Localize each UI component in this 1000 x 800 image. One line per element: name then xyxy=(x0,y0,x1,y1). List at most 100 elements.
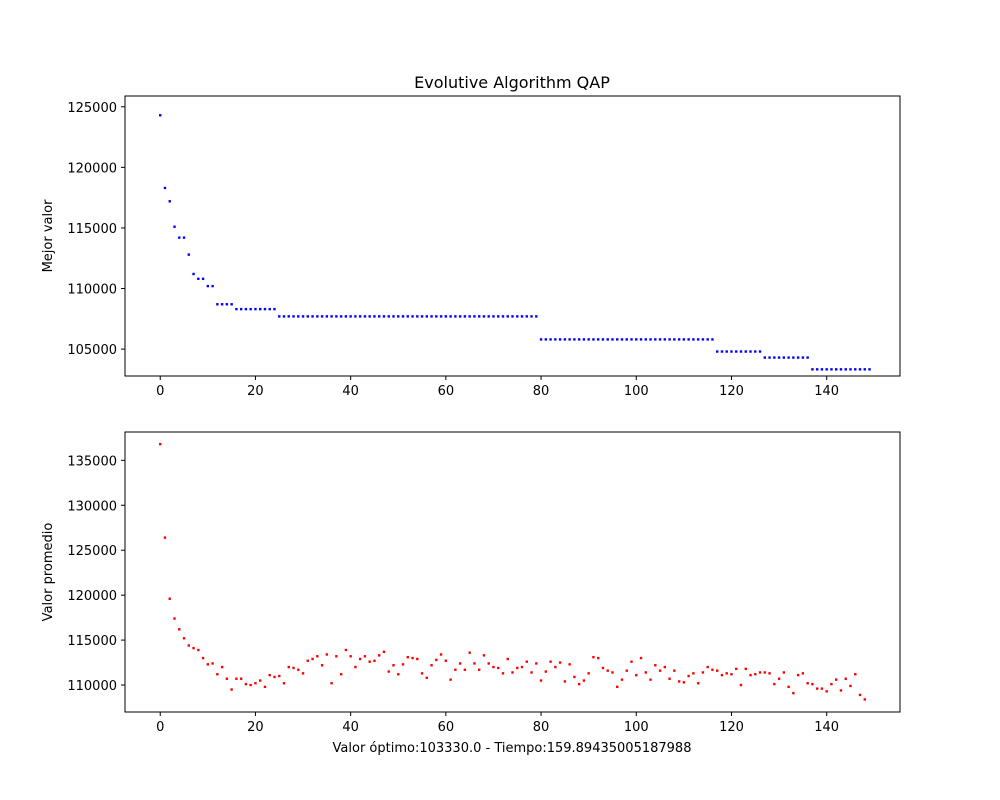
x-tick-label: 120 xyxy=(719,720,744,735)
data-point xyxy=(825,368,828,371)
data-point xyxy=(654,338,657,341)
data-point xyxy=(525,660,528,663)
data-point xyxy=(168,597,171,600)
data-point xyxy=(711,338,714,341)
data-point xyxy=(487,662,490,665)
data-point xyxy=(801,356,805,359)
x-tick-label: 40 xyxy=(342,384,359,399)
data-point xyxy=(439,315,443,318)
data-point xyxy=(411,656,414,660)
data-point xyxy=(163,186,167,190)
data-point xyxy=(620,338,624,341)
data-point xyxy=(516,666,519,670)
x-axis-label-bottom: Valor óptimo:103330.0 - Tiempo:159.89435… xyxy=(333,741,692,756)
data-point xyxy=(335,655,338,658)
data-point xyxy=(611,338,614,341)
data-point xyxy=(811,682,814,686)
data-point xyxy=(163,536,167,539)
data-point xyxy=(701,338,705,341)
data-point xyxy=(182,236,186,239)
data-point xyxy=(425,315,429,318)
data-point xyxy=(663,338,667,341)
data-point xyxy=(725,672,728,675)
data-point xyxy=(544,670,548,673)
data-point xyxy=(535,315,538,318)
data-point xyxy=(368,315,371,318)
data-point xyxy=(639,656,643,660)
data-point xyxy=(297,315,300,318)
data-point xyxy=(811,368,814,371)
data-point xyxy=(373,659,376,662)
data-point xyxy=(225,677,229,680)
data-point xyxy=(363,655,367,658)
data-point xyxy=(401,663,405,666)
data-point xyxy=(159,114,162,117)
data-point xyxy=(796,673,800,677)
data-point xyxy=(477,668,481,671)
y-tick-label: 105000 xyxy=(67,343,117,358)
x-tick-label: 40 xyxy=(342,720,359,735)
data-point xyxy=(849,368,852,371)
data-point xyxy=(211,284,214,288)
data-point xyxy=(606,338,609,341)
data-point xyxy=(549,660,552,663)
data-point xyxy=(635,338,638,341)
data-point xyxy=(815,687,819,690)
data-point xyxy=(520,665,524,669)
x-tick-label: 100 xyxy=(624,720,649,735)
data-point xyxy=(706,665,709,669)
data-point xyxy=(835,368,838,371)
data-point xyxy=(687,674,690,678)
data-point xyxy=(596,656,600,660)
data-point xyxy=(782,671,786,674)
data-point xyxy=(463,668,467,671)
data-point xyxy=(544,338,548,341)
data-point xyxy=(587,338,590,341)
data-point xyxy=(773,356,776,359)
data-point xyxy=(497,315,500,318)
data-point xyxy=(192,272,195,276)
data-point xyxy=(577,338,581,341)
data-point xyxy=(406,655,409,659)
data-point xyxy=(706,338,709,341)
data-point xyxy=(239,677,243,680)
data-point xyxy=(573,338,576,341)
data-point xyxy=(863,368,866,371)
data-point xyxy=(468,315,471,318)
data-point xyxy=(187,253,190,256)
data-point xyxy=(525,315,528,318)
data-point xyxy=(244,682,248,686)
data-point xyxy=(239,307,243,311)
data-point xyxy=(716,669,719,672)
data-point xyxy=(758,671,762,674)
data-point xyxy=(301,672,305,675)
data-point xyxy=(449,678,452,681)
data-point xyxy=(739,350,743,353)
data-point xyxy=(225,303,229,306)
data-point xyxy=(316,315,319,318)
data-point xyxy=(711,668,714,671)
data-point xyxy=(777,356,781,359)
data-point xyxy=(292,666,295,670)
data-point xyxy=(487,315,490,318)
data-point xyxy=(844,677,847,680)
data-point xyxy=(511,671,514,674)
data-point xyxy=(168,200,171,203)
data-point xyxy=(806,682,809,685)
data-point xyxy=(558,338,562,341)
x-tick-label: 80 xyxy=(533,384,550,399)
data-point xyxy=(625,669,628,672)
data-point xyxy=(268,307,271,311)
x-axis-bottom: 0 20 40 60 80 100 120 140 xyxy=(156,712,839,735)
y-tick-label: 120000 xyxy=(67,161,117,176)
data-point xyxy=(839,368,843,371)
y-axis-bottom: 110000 115000 120000 125000 130000 135000 xyxy=(67,454,125,694)
data-point xyxy=(358,657,362,661)
x-tick-label: 0 xyxy=(156,720,164,735)
data-point xyxy=(463,315,467,318)
data-point xyxy=(354,665,357,669)
data-point xyxy=(344,648,348,652)
data-point xyxy=(197,277,200,281)
data-point xyxy=(339,315,343,318)
y-axis-label-bottom: Valor promedio xyxy=(41,523,56,622)
